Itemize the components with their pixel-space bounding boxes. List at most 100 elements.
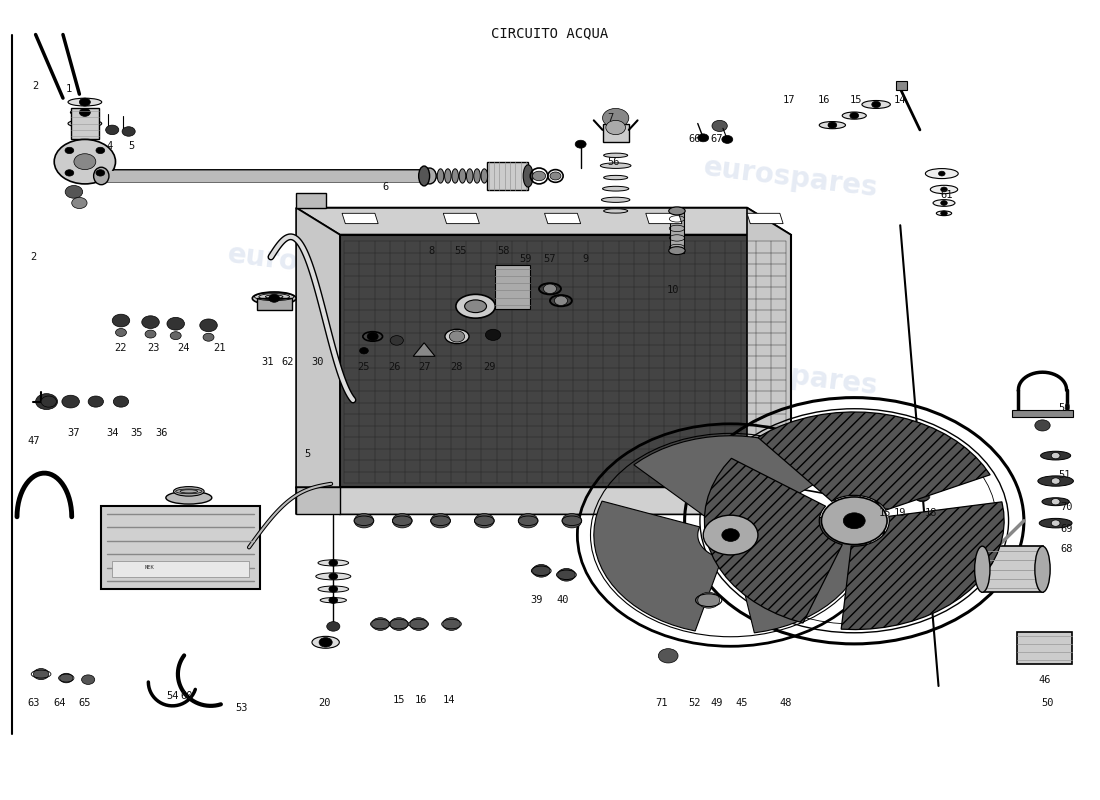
Text: 50: 50 [1058,403,1070,413]
Text: 28: 28 [451,362,463,372]
Circle shape [113,396,129,407]
Circle shape [390,618,408,630]
Circle shape [532,565,550,577]
Text: 45: 45 [735,698,748,709]
Ellipse shape [318,586,349,592]
Text: 7: 7 [607,113,614,123]
Circle shape [112,314,130,327]
Circle shape [558,569,575,581]
Circle shape [35,394,57,410]
Circle shape [74,154,96,170]
Polygon shape [842,502,1004,630]
Polygon shape [296,487,340,514]
Circle shape [116,329,127,337]
Text: 26: 26 [388,362,400,372]
Text: 69: 69 [1060,524,1072,534]
Ellipse shape [464,300,486,313]
Circle shape [938,171,945,176]
Polygon shape [594,501,722,631]
Circle shape [703,515,758,555]
Text: 15: 15 [879,508,891,518]
Circle shape [96,170,104,176]
Polygon shape [296,194,326,208]
Text: eurospares: eurospares [226,240,404,290]
Text: 24: 24 [177,343,189,354]
Polygon shape [443,214,480,224]
Ellipse shape [455,294,495,318]
Ellipse shape [975,546,990,592]
Ellipse shape [601,163,631,169]
Ellipse shape [933,200,955,206]
Text: eurospares: eurospares [702,153,880,202]
Text: 16: 16 [817,94,829,105]
Circle shape [532,171,546,181]
Text: 59: 59 [519,254,532,263]
Circle shape [200,319,218,332]
Ellipse shape [1035,546,1050,592]
Circle shape [712,120,727,131]
Ellipse shape [166,491,212,504]
Circle shape [697,592,719,608]
Ellipse shape [424,168,437,184]
Text: 34: 34 [106,428,119,438]
Circle shape [822,497,887,545]
Circle shape [65,170,74,176]
Circle shape [354,514,374,528]
Text: 63: 63 [28,698,40,709]
Circle shape [54,139,116,184]
Text: 30: 30 [311,357,324,367]
Circle shape [550,172,561,180]
Text: 8: 8 [429,246,434,256]
Text: 2: 2 [33,81,39,91]
Circle shape [697,134,708,142]
Circle shape [1035,420,1050,431]
Text: 40: 40 [557,595,570,605]
Bar [895,81,906,90]
Circle shape [658,649,678,663]
Ellipse shape [1040,518,1072,528]
Circle shape [431,514,450,528]
Text: 21: 21 [213,343,226,354]
Text: 53: 53 [235,703,248,714]
Text: 36: 36 [155,428,167,438]
Text: 71: 71 [656,698,668,709]
Circle shape [1052,498,1060,505]
Text: 31: 31 [262,357,274,367]
Polygon shape [342,214,378,224]
Text: 54: 54 [166,690,178,701]
Circle shape [940,211,947,216]
Text: 17: 17 [782,94,795,105]
Text: 35: 35 [130,428,143,438]
Ellipse shape [603,186,629,191]
Circle shape [474,514,494,528]
Text: 1: 1 [65,83,72,94]
Circle shape [410,618,428,630]
Circle shape [268,294,279,302]
Circle shape [170,332,182,340]
Text: 25: 25 [358,362,371,372]
Circle shape [442,618,460,630]
Circle shape [33,669,48,680]
Text: 50: 50 [1042,698,1054,709]
Text: 37: 37 [68,428,80,438]
Text: 61: 61 [939,190,953,200]
Ellipse shape [1041,451,1070,460]
Text: 29: 29 [484,362,496,372]
Circle shape [360,347,368,354]
Circle shape [59,674,73,683]
Polygon shape [340,234,791,487]
Circle shape [603,109,629,127]
Text: 15: 15 [850,94,862,105]
Circle shape [372,618,389,630]
Text: 64: 64 [54,698,66,709]
Text: 5: 5 [129,141,135,150]
Circle shape [88,396,103,407]
Circle shape [722,135,733,143]
Text: 57: 57 [543,254,557,263]
Ellipse shape [459,169,465,183]
Ellipse shape [474,169,481,183]
Circle shape [142,316,160,329]
Circle shape [449,331,464,342]
Text: 16: 16 [415,695,427,706]
Text: 27: 27 [418,362,430,372]
